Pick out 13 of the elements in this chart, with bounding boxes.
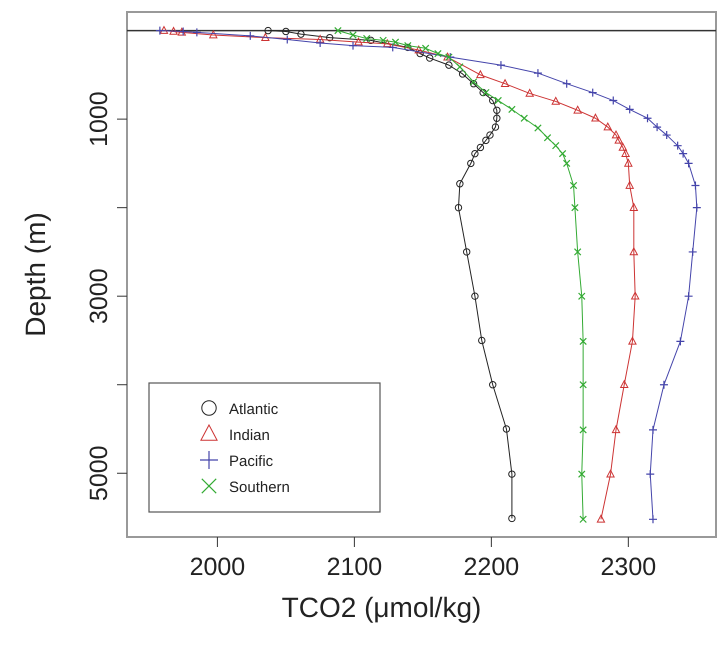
x-tick-label: 2200 — [464, 553, 520, 581]
y-tick-label: 3000 — [85, 268, 113, 324]
legend-label: Indian — [229, 427, 270, 444]
y-tick-label: 1000 — [85, 91, 113, 147]
x-axis-title: TCO2 (μmol/kg) — [282, 592, 482, 623]
legend-label: Atlantic — [229, 401, 279, 418]
y-axis-title: Depth (m) — [20, 212, 51, 337]
x-tick-label: 2000 — [190, 553, 246, 581]
legend-label: Pacific — [229, 453, 274, 470]
x-tick-label: 2300 — [600, 553, 656, 581]
y-tick-label: 5000 — [85, 445, 113, 502]
x-tick-label: 2100 — [326, 553, 382, 581]
legend-label: Southern — [229, 479, 290, 496]
